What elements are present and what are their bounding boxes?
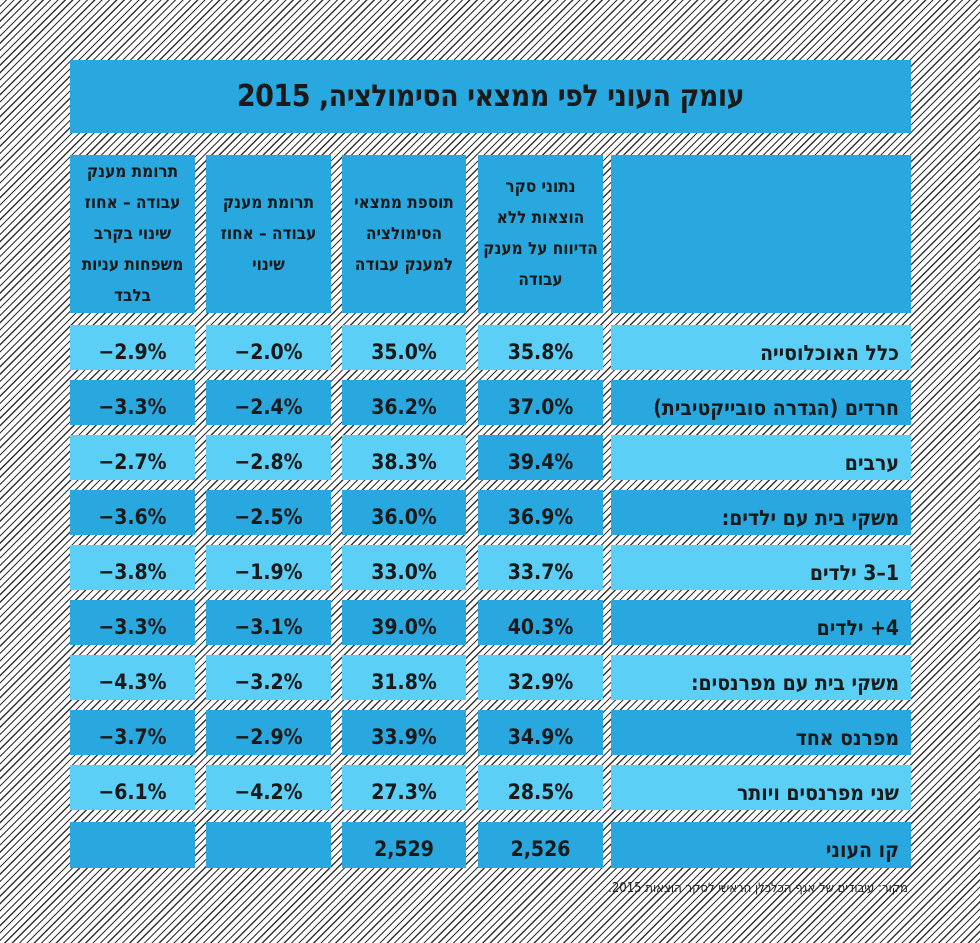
table-cell: −2.5% <box>206 490 331 535</box>
table-cell: −2.7% <box>70 435 195 480</box>
table-cell: −3.3% <box>70 600 195 645</box>
table-title: עומק העוני לפי ממצאי הסימולציה, 2015 <box>70 60 911 133</box>
table-cell <box>206 822 331 868</box>
source-note: מקור: עיבודים של אגף הכלכלן הראשי לסקר ה… <box>608 881 908 896</box>
table-cell: 34.9% <box>478 710 603 755</box>
table-cell: 38.3% <box>342 435 466 480</box>
table-cell: 31.8% <box>342 655 466 700</box>
table-cell: 2,526 <box>478 822 603 868</box>
table-cell: 39.4% <box>478 435 603 480</box>
table-cell: −1.9% <box>206 545 331 590</box>
table-cell: 33.0% <box>342 545 466 590</box>
table-cell: −6.1% <box>70 765 195 810</box>
table-cell: 37.0% <box>478 380 603 425</box>
row-label: קו העוני <box>611 822 911 868</box>
table-cell: 33.7% <box>478 545 603 590</box>
column-header: תרומת מענק עבודה – אחוז שינוי <box>206 155 331 313</box>
column-header: נתוני סקר הוצאות ללא הדיווח על מענק עבוד… <box>478 155 603 313</box>
table-cell: 39.0% <box>342 600 466 645</box>
table-cell: 27.3% <box>342 765 466 810</box>
row-label: חרדים (הגדרה סובייקטיבית) <box>611 380 911 425</box>
table-cell: 33.9% <box>342 710 466 755</box>
table-cell: 32.9% <box>478 655 603 700</box>
column-header <box>611 155 911 313</box>
table-cell: −3.8% <box>70 545 195 590</box>
table-cell: −3.7% <box>70 710 195 755</box>
table-cell: −2.4% <box>206 380 331 425</box>
row-label: משקי בית עם ילדים: <box>611 490 911 535</box>
table-cell: 36.2% <box>342 380 466 425</box>
table-cell: 35.8% <box>478 325 603 370</box>
row-label: שני מפרנסים ויותר <box>611 765 911 810</box>
table-cell: −4.3% <box>70 655 195 700</box>
row-label: כלל האוכלוסייה <box>611 325 911 370</box>
table-cell: −3.1% <box>206 600 331 645</box>
table-cell: 28.5% <box>478 765 603 810</box>
row-label: ערבים <box>611 435 911 480</box>
table-cell: −2.9% <box>206 710 331 755</box>
table-cell: −2.9% <box>70 325 195 370</box>
table-cell: 40.3% <box>478 600 603 645</box>
table-cell: −3.2% <box>206 655 331 700</box>
table-cell: −4.2% <box>206 765 331 810</box>
row-label: מפרנס אחד <box>611 710 911 755</box>
table-cell: −2.0% <box>206 325 331 370</box>
table-cell: −2.8% <box>206 435 331 480</box>
table-cell <box>70 822 195 868</box>
table-cell: −3.6% <box>70 490 195 535</box>
column-header: תוספת ממצאי הסימולציה למענק עבודה <box>342 155 466 313</box>
table-cell: 35.0% <box>342 325 466 370</box>
column-header: תרומת מענק עבודה – אחוז שינוי בקרב משפחו… <box>70 155 195 313</box>
row-label: 4+ ילדים <box>611 600 911 645</box>
row-label: משקי בית עם מפרנסים: <box>611 655 911 700</box>
table-cell: 36.9% <box>478 490 603 535</box>
table-cell: 36.0% <box>342 490 466 535</box>
row-label: 1–3 ילדים <box>611 545 911 590</box>
table-cell: −3.3% <box>70 380 195 425</box>
table-cell: 2,529 <box>342 822 466 868</box>
